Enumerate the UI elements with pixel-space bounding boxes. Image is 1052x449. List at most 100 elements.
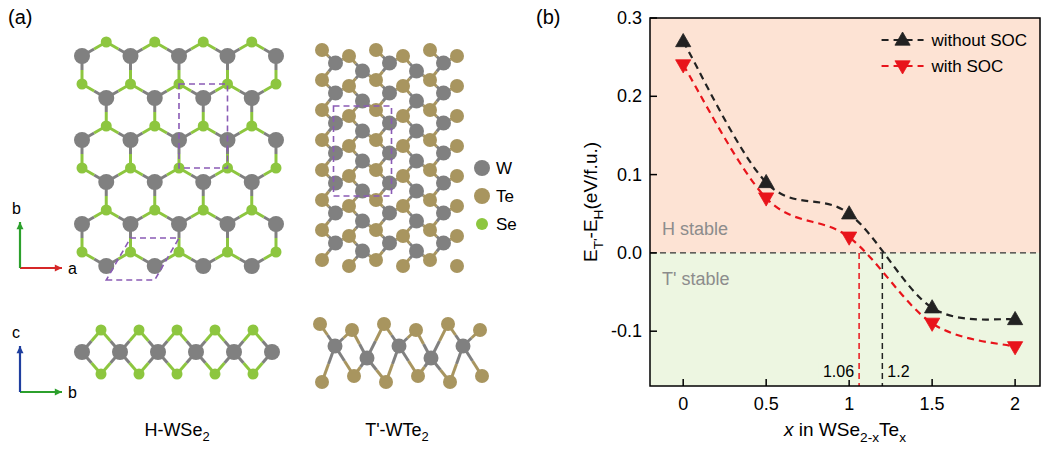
atom — [396, 109, 410, 123]
text-part: in WSe — [794, 419, 861, 440]
legend-label: with SOC — [931, 57, 1004, 76]
region — [650, 18, 1040, 253]
reference-label: 1.2 — [887, 363, 909, 380]
atom — [396, 259, 410, 273]
atom — [328, 86, 343, 101]
atom — [172, 325, 183, 336]
reference-line — [650, 252, 1040, 253]
atom — [396, 229, 410, 243]
text-part: H-WSe — [144, 420, 202, 440]
atom — [195, 174, 211, 190]
atom — [77, 247, 88, 258]
atom — [134, 325, 145, 336]
atom — [101, 37, 112, 48]
atom — [125, 163, 136, 174]
text-part: (eV/f.u.) — [580, 142, 601, 210]
atom — [219, 48, 235, 64]
atom — [342, 259, 356, 273]
text-part: E — [580, 249, 601, 262]
atom — [210, 369, 221, 380]
atom — [77, 163, 88, 174]
y-tick-label: -0.1 — [611, 321, 642, 341]
ticks: 00.511.52-0.10.00.10.20.3 — [611, 8, 1020, 414]
atom — [147, 258, 163, 274]
x-tick — [931, 379, 933, 386]
legend-marker — [895, 32, 910, 45]
x-tick — [682, 379, 684, 386]
atom — [396, 199, 410, 213]
atom — [475, 369, 489, 383]
arrow-head — [17, 346, 24, 353]
atom — [382, 176, 397, 191]
atom — [342, 229, 356, 243]
axis-letter: b — [68, 384, 77, 401]
atom — [122, 132, 138, 148]
atom — [443, 375, 457, 389]
text-part: x — [899, 430, 906, 445]
text-part: -E — [580, 219, 601, 238]
atom — [268, 48, 284, 64]
atom — [436, 146, 451, 161]
text-part: 2-x — [860, 430, 879, 445]
legend-marker — [895, 61, 910, 74]
atom — [423, 133, 437, 147]
atom — [226, 344, 242, 360]
atom — [423, 223, 437, 237]
atom — [98, 90, 114, 106]
atom — [270, 79, 281, 90]
atom — [423, 163, 437, 177]
marker — [842, 206, 857, 219]
y-tick — [650, 174, 657, 176]
primitive-cell — [106, 238, 179, 280]
region-label: T' stable — [662, 269, 729, 289]
text-part: 2 — [202, 429, 209, 444]
marker — [925, 318, 940, 331]
atom — [409, 94, 424, 109]
reference-label: 1.06 — [823, 363, 854, 380]
atom — [74, 344, 90, 360]
atom — [77, 79, 88, 90]
axis-letter: b — [12, 200, 21, 217]
atoms — [315, 43, 464, 273]
atom — [315, 253, 329, 267]
atom — [125, 79, 136, 90]
atom — [74, 132, 90, 148]
atom — [450, 109, 464, 123]
atom — [264, 344, 280, 360]
plot-frame — [650, 18, 1040, 386]
atom — [436, 86, 451, 101]
reference-line — [882, 253, 884, 386]
region — [650, 253, 1040, 386]
marker — [759, 174, 774, 187]
x-tick-label: 1 — [844, 394, 854, 414]
atom — [198, 121, 209, 132]
atom — [244, 258, 260, 274]
axes-top: ab — [12, 200, 77, 277]
legend-atom — [474, 160, 490, 176]
legend-label: without SOC — [931, 31, 1027, 50]
atom — [171, 48, 187, 64]
atom — [315, 133, 329, 147]
atom — [315, 163, 329, 177]
atom — [150, 344, 166, 360]
y-tick — [650, 17, 657, 19]
atom — [149, 37, 160, 48]
atom — [450, 139, 464, 153]
x-tick-label: 0.5 — [754, 394, 779, 414]
atom-legend: WTeSe — [474, 159, 517, 234]
atom — [125, 247, 136, 258]
t-side-view — [313, 317, 489, 389]
atom — [450, 49, 464, 63]
atom — [219, 216, 235, 232]
atom — [424, 351, 439, 366]
y-tick — [650, 96, 657, 98]
atom — [173, 247, 184, 258]
atom — [369, 193, 383, 207]
atom — [342, 79, 356, 93]
y-axis-title: ET'-EH(eV/f.u.) — [580, 142, 606, 262]
atom — [246, 121, 257, 132]
atom — [246, 205, 257, 216]
atom — [347, 369, 361, 383]
atom — [436, 206, 451, 221]
series-line — [683, 41, 1015, 319]
